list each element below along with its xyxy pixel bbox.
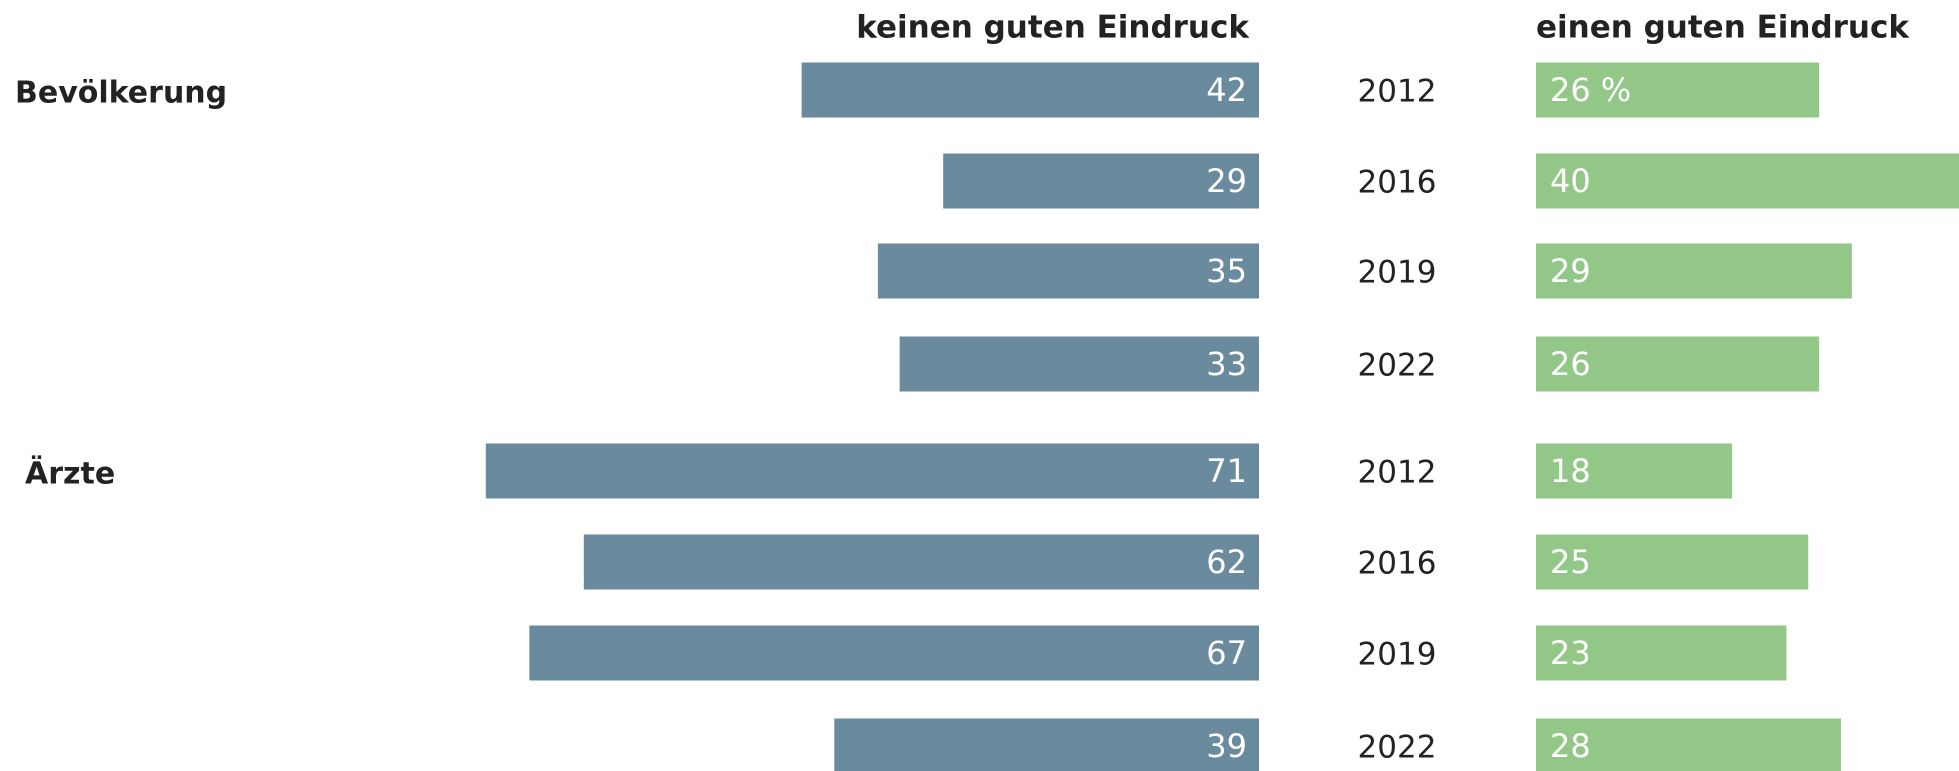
year-label: 2016 bbox=[1358, 165, 1437, 201]
bar bbox=[1536, 153, 1959, 209]
value-label: 39 bbox=[1206, 727, 1247, 765]
bar bbox=[877, 243, 1259, 299]
value-label: 26 bbox=[1550, 345, 1591, 383]
bar bbox=[529, 625, 1259, 681]
value-label: 71 bbox=[1206, 452, 1247, 490]
bar bbox=[1536, 625, 1787, 681]
value-label: 42 bbox=[1206, 71, 1247, 109]
value-label: 28 bbox=[1550, 727, 1591, 765]
bar bbox=[485, 443, 1259, 499]
year-label: 2012 bbox=[1358, 455, 1437, 491]
value-label: 35 bbox=[1206, 252, 1247, 290]
bar bbox=[583, 534, 1259, 590]
value-label: 29 bbox=[1206, 162, 1247, 200]
value-label: 33 bbox=[1206, 345, 1247, 383]
bar bbox=[1536, 336, 1820, 392]
year-label: 2016 bbox=[1358, 546, 1437, 582]
left-header: keinen guten Eindruck bbox=[856, 10, 1250, 46]
value-label: 25 bbox=[1550, 543, 1591, 581]
value-label: 29 bbox=[1550, 252, 1591, 290]
bar bbox=[1536, 534, 1809, 590]
bar bbox=[943, 153, 1259, 209]
bar bbox=[1536, 718, 1841, 771]
year-label: 2019 bbox=[1358, 637, 1437, 673]
year-label: 2012 bbox=[1358, 74, 1437, 110]
value-label: 40 bbox=[1550, 162, 1591, 200]
bar bbox=[1536, 443, 1733, 499]
bar bbox=[1536, 62, 1820, 118]
bar bbox=[801, 62, 1259, 118]
bar bbox=[834, 718, 1259, 771]
group-label: Ärzte bbox=[25, 456, 115, 492]
value-label: 18 bbox=[1550, 452, 1591, 490]
year-label: 2022 bbox=[1358, 730, 1437, 766]
right-header: einen guten Eindruck bbox=[1536, 10, 1910, 46]
year-label: 2019 bbox=[1358, 255, 1437, 291]
group-label: Bevölkerung bbox=[15, 76, 227, 111]
bar bbox=[899, 336, 1259, 392]
value-label: 26 % bbox=[1550, 71, 1631, 109]
year-label: 2022 bbox=[1358, 348, 1437, 384]
value-label: 67 bbox=[1206, 634, 1247, 672]
value-label: 62 bbox=[1206, 543, 1247, 581]
bar bbox=[1536, 243, 1852, 299]
value-label: 23 bbox=[1550, 634, 1591, 672]
